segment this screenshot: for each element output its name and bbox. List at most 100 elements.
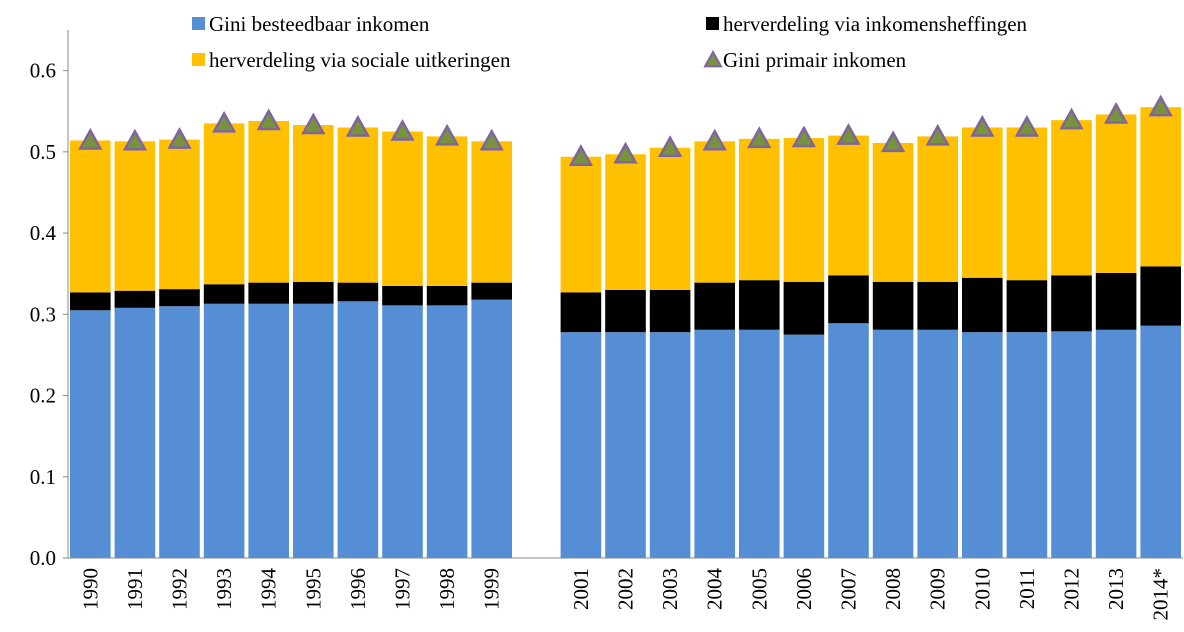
- bar-segment: [962, 332, 1003, 558]
- triangle-marker: [613, 141, 638, 164]
- bar-segment: [293, 281, 334, 304]
- bar-segment: [649, 147, 691, 290]
- bar-segment: [159, 289, 200, 307]
- legend-swatch: [192, 53, 205, 66]
- bar-segment: [917, 136, 958, 282]
- legend-marker: [703, 49, 723, 68]
- bar-segment: [471, 141, 512, 283]
- y-tick-label: 0.0: [30, 546, 56, 570]
- triangle-marker: [345, 114, 371, 137]
- triangle-marker: [211, 110, 237, 133]
- bar-segment: [1140, 107, 1181, 267]
- triangle-marker: [479, 128, 504, 151]
- bar-segment: [962, 277, 1003, 333]
- triangle-marker: [925, 123, 950, 146]
- bar-segment: [828, 135, 869, 276]
- triangle-marker: [434, 123, 460, 146]
- bar-segment: [783, 138, 825, 282]
- bar-segment: [382, 285, 423, 306]
- bar-segment: [337, 301, 379, 558]
- bar-segment: [694, 329, 735, 558]
- bar-segment: [114, 307, 156, 558]
- bar-segment: [783, 281, 825, 335]
- bar-segment: [1051, 120, 1092, 276]
- x-tick-label: 1990: [78, 568, 102, 610]
- x-tick-label: 2013: [1104, 568, 1128, 610]
- x-tick-label: 1994: [257, 568, 281, 611]
- x-tick-label: 2012: [1060, 568, 1084, 610]
- bar-segment: [1006, 127, 1048, 281]
- triangle-marker: [256, 108, 281, 131]
- legend-label: Gini besteedbaar inkomen: [209, 12, 430, 36]
- bar-segment: [203, 284, 245, 304]
- triangle-marker: [702, 128, 727, 151]
- bar-segment: [783, 334, 825, 558]
- x-tick-label: 2006: [792, 568, 816, 610]
- bar-segment: [159, 139, 200, 290]
- x-tick-label: 2001: [569, 568, 593, 610]
- x-tick-label: 1996: [346, 568, 370, 610]
- bar-segment: [917, 329, 958, 558]
- bar-segment: [114, 290, 156, 308]
- legend-label: herverdeling via inkomensheffingen: [723, 12, 1028, 36]
- bar-segment: [828, 323, 869, 558]
- bar-segment: [872, 329, 914, 558]
- bar-segment: [1051, 275, 1092, 332]
- bar-segment: [471, 282, 512, 300]
- bar-segment: [694, 141, 735, 283]
- bar-segment: [872, 142, 914, 282]
- bar-segment: [159, 306, 200, 558]
- bar-segment: [70, 292, 111, 311]
- bar-segment: [1095, 329, 1137, 558]
- bar-segment: [739, 329, 780, 558]
- triangle-marker: [167, 127, 192, 149]
- triangle-marker: [568, 144, 594, 166]
- bar-segment: [471, 299, 512, 558]
- x-tick-label: 1998: [435, 568, 459, 610]
- bar-segment: [248, 303, 289, 558]
- x-tick-label: 2003: [658, 568, 682, 610]
- bar-segment: [248, 282, 289, 304]
- x-tick-label: 1999: [480, 568, 504, 610]
- bar-segment: [1006, 280, 1048, 333]
- triangle-marker: [1148, 94, 1173, 117]
- bar-segment: [649, 289, 691, 333]
- legend-swatch: [192, 17, 205, 30]
- bar-segment: [1006, 332, 1048, 558]
- legend-label: herverdeling via sociale uitkeringen: [209, 48, 511, 72]
- bar-segment: [203, 303, 245, 558]
- bar-segment: [739, 280, 780, 330]
- x-tick-label: 2004: [703, 568, 727, 611]
- bar-segment: [605, 289, 646, 333]
- bar-segment: [337, 127, 379, 283]
- triangle-marker: [122, 128, 148, 151]
- legend-swatch: [706, 17, 719, 30]
- triangle-marker: [791, 125, 817, 148]
- bar-segment: [248, 120, 289, 283]
- x-tick-label: 1991: [123, 568, 147, 610]
- x-tick-label: 2014*: [1149, 568, 1173, 621]
- y-tick-label: 0.5: [30, 140, 56, 164]
- bar-segment: [917, 281, 958, 330]
- triangle-marker: [1014, 114, 1040, 137]
- bar-segment: [962, 127, 1003, 278]
- x-tick-label: 2010: [970, 568, 994, 610]
- bar-segment: [293, 125, 334, 282]
- bar-segment: [1095, 272, 1137, 330]
- x-tick-label: 1997: [391, 568, 415, 610]
- bar-segment: [694, 282, 735, 330]
- y-tick-label: 0.6: [30, 59, 56, 83]
- bar-segment: [560, 332, 602, 558]
- x-tick-label: 2009: [926, 568, 950, 610]
- bar-segment: [1140, 266, 1181, 326]
- triangle-marker: [1059, 107, 1084, 130]
- triangle-marker: [390, 118, 415, 141]
- bar-segment: [426, 305, 468, 558]
- bar-segment: [560, 156, 602, 293]
- triangle-marker: [78, 127, 103, 150]
- bar-segment: [70, 140, 111, 293]
- triangle-marker: [970, 114, 995, 137]
- x-tick-label: 2011: [1015, 568, 1039, 609]
- triangle-marker: [657, 135, 683, 158]
